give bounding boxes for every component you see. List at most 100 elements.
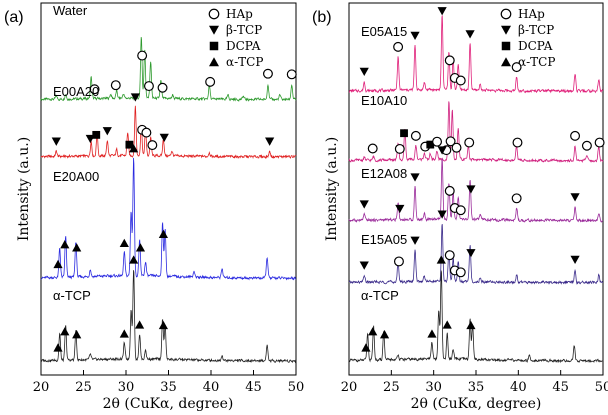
square-marker <box>426 140 435 149</box>
triangle-up-marker <box>436 255 446 264</box>
series-line <box>348 15 604 94</box>
triangle-down-marker <box>570 255 580 264</box>
x-tick-label: 50 <box>288 380 305 395</box>
circle-open-marker <box>464 137 475 148</box>
x-tick-label: 30 <box>425 380 442 395</box>
legend-label: α-TCP <box>226 55 263 69</box>
triangle-down-marker <box>102 127 112 136</box>
x-axis-title: 2θ (CuKα, degree) <box>411 396 542 412</box>
circle-open-marker <box>451 142 462 153</box>
series-label: E05A15 <box>361 24 407 39</box>
x-tick-label: 30 <box>118 380 135 395</box>
triangle-down-marker <box>159 133 169 143</box>
series-label: E12A08 <box>361 166 407 181</box>
triangle-down-marker <box>501 25 511 35</box>
x-tick-label: 25 <box>383 380 400 395</box>
legend-label: DCPA <box>518 39 553 53</box>
x-axis-title: 2θ (CuKα, degree) <box>103 396 234 412</box>
circle-open-marker <box>208 8 220 20</box>
triangle-down-marker <box>570 193 580 202</box>
triangle-down-marker <box>466 185 476 194</box>
x-tick-label: 35 <box>160 380 177 395</box>
panel-b: (b) 2θ (CuKα, degree) Intensity (a.u.) 2… <box>312 2 608 412</box>
circle-open-marker <box>444 185 455 196</box>
circle-open-marker <box>286 69 297 80</box>
series-label: E00A20 <box>53 84 99 99</box>
circle-open-marker <box>512 137 523 148</box>
triangle-up-marker <box>361 343 371 352</box>
x-tick-label: 20 <box>341 380 358 395</box>
circle-open-marker <box>205 76 216 87</box>
x-tick-label: 35 <box>468 380 485 395</box>
circle-open-marker <box>570 130 581 141</box>
triangle-up-marker <box>501 57 511 67</box>
triangle-down-marker <box>359 67 369 76</box>
panel-a: (a) 2θ (CuKα, degree) Intensity (a.u.) 2… <box>4 2 305 412</box>
triangle-up-marker <box>158 229 168 238</box>
legend-label: β-TCP <box>226 23 262 37</box>
legend-label: DCPA <box>226 39 261 53</box>
plot-frame <box>348 2 604 376</box>
circle-open-marker <box>89 84 100 95</box>
triangle-up-marker <box>368 327 378 336</box>
triangle-up-marker <box>60 327 70 336</box>
circle-open-marker <box>410 130 421 141</box>
triangle-up-marker <box>72 330 82 339</box>
triangle-up-marker <box>209 57 219 67</box>
triangle-up-marker <box>119 329 129 338</box>
series-line <box>348 224 604 285</box>
series-label: E10A10 <box>361 93 407 108</box>
triangle-up-marker <box>135 320 145 329</box>
triangle-down-marker <box>410 236 420 245</box>
x-tick-label: 50 <box>595 380 608 395</box>
circle-open-marker <box>455 267 466 278</box>
series-line <box>40 37 297 102</box>
triangle-down-marker <box>51 137 61 146</box>
triangle-up-marker <box>60 240 70 249</box>
series-line <box>40 105 297 160</box>
circle-open-marker <box>393 256 404 267</box>
circle-open-marker <box>511 62 522 73</box>
circle-open-marker <box>110 80 121 91</box>
triangle-up-marker <box>427 329 437 338</box>
series-label: Water <box>53 3 88 18</box>
x-tick-label: 25 <box>75 380 92 395</box>
legend-label: HAp <box>518 7 545 21</box>
triangle-up-marker <box>466 320 476 330</box>
x-tick-label: 45 <box>552 380 569 395</box>
circle-open-marker <box>262 68 273 79</box>
circle-open-marker <box>432 136 443 147</box>
triangle-up-marker <box>135 243 146 252</box>
series-label: α-TCP <box>53 288 91 303</box>
legend-label: α-TCP <box>518 55 555 69</box>
triangle-down-marker <box>437 210 447 219</box>
triangle-down-marker <box>410 31 420 40</box>
series-line <box>348 270 604 364</box>
legend: HAp β-TCP DCPA α-TCP <box>500 7 555 69</box>
x-tick-label: 20 <box>33 380 50 395</box>
series-group: E05A15 E10A10 E12A08 E15A05 α-TCP <box>348 7 605 364</box>
triangle-up-marker <box>72 243 82 252</box>
circle-open-marker <box>393 41 404 52</box>
triangle-up-marker <box>442 320 452 329</box>
series-line <box>348 158 604 223</box>
square-marker <box>501 41 511 51</box>
circle-open-marker <box>444 250 455 261</box>
triangle-down-marker <box>359 261 369 270</box>
circle-open-marker <box>157 82 168 93</box>
circle-open-marker <box>143 81 154 92</box>
square-marker <box>209 41 219 51</box>
series-label: E15A05 <box>361 232 407 247</box>
square-marker <box>92 130 101 139</box>
x-tick-label: 45 <box>245 380 262 395</box>
circle-open-marker <box>137 50 148 61</box>
triangle-down-marker <box>359 200 369 209</box>
circle-open-marker <box>141 127 152 138</box>
triangle-down-marker <box>209 25 219 35</box>
circle-open-marker <box>445 136 456 147</box>
circle-open-marker <box>581 140 592 151</box>
y-axis-title: Intensity (a.u.) <box>324 137 340 241</box>
triangle-down-marker <box>465 30 475 39</box>
series-label: α-TCP <box>361 288 399 303</box>
triangle-up-marker <box>129 255 139 264</box>
